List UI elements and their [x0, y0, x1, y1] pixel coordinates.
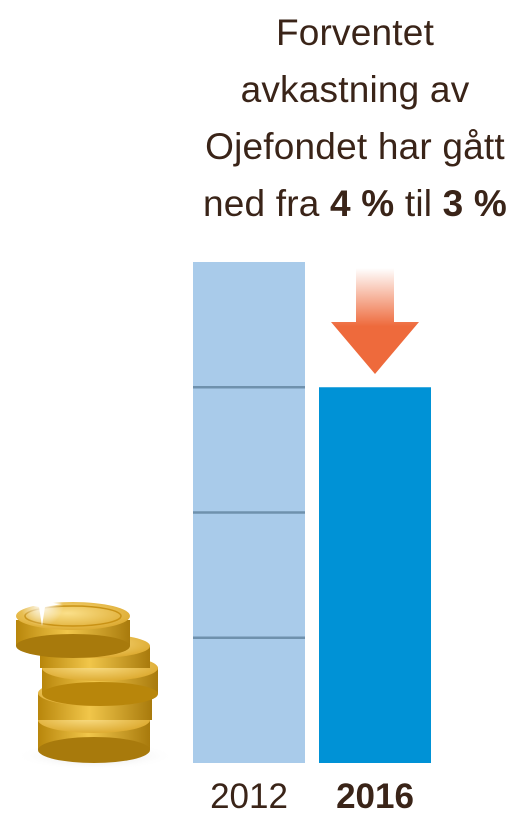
- title-line-4: ned fra 4 % til 3 %: [170, 175, 523, 232]
- title-line-1: Forventet: [275, 12, 435, 53]
- gold-coin-stack-icon: [15, 582, 170, 770]
- down-arrow-shape: [331, 268, 419, 374]
- x-tick-labels: 2012 2016: [210, 777, 414, 816]
- chart-title: Forventet avkastning av Ojefondet har gå…: [170, 4, 523, 232]
- coin-top: [16, 602, 130, 658]
- x-tick-label-2012: 2012: [210, 777, 288, 816]
- title-prefix: ned fra: [202, 183, 331, 224]
- title-middle: til: [394, 183, 443, 224]
- title-line-3: Ojefondet har gått: [205, 126, 505, 167]
- title-line-2: avkastning av: [240, 69, 470, 110]
- title-value-2012: 4 %: [330, 183, 395, 224]
- title-value-2016: 3 %: [442, 183, 508, 224]
- down-arrow-icon: [331, 268, 419, 374]
- x-tick-label-2016: 2016: [336, 777, 414, 816]
- bar-2016: [319, 387, 431, 763]
- coin-sparkle: [20, 582, 64, 626]
- gridlines-group: [193, 386, 305, 639]
